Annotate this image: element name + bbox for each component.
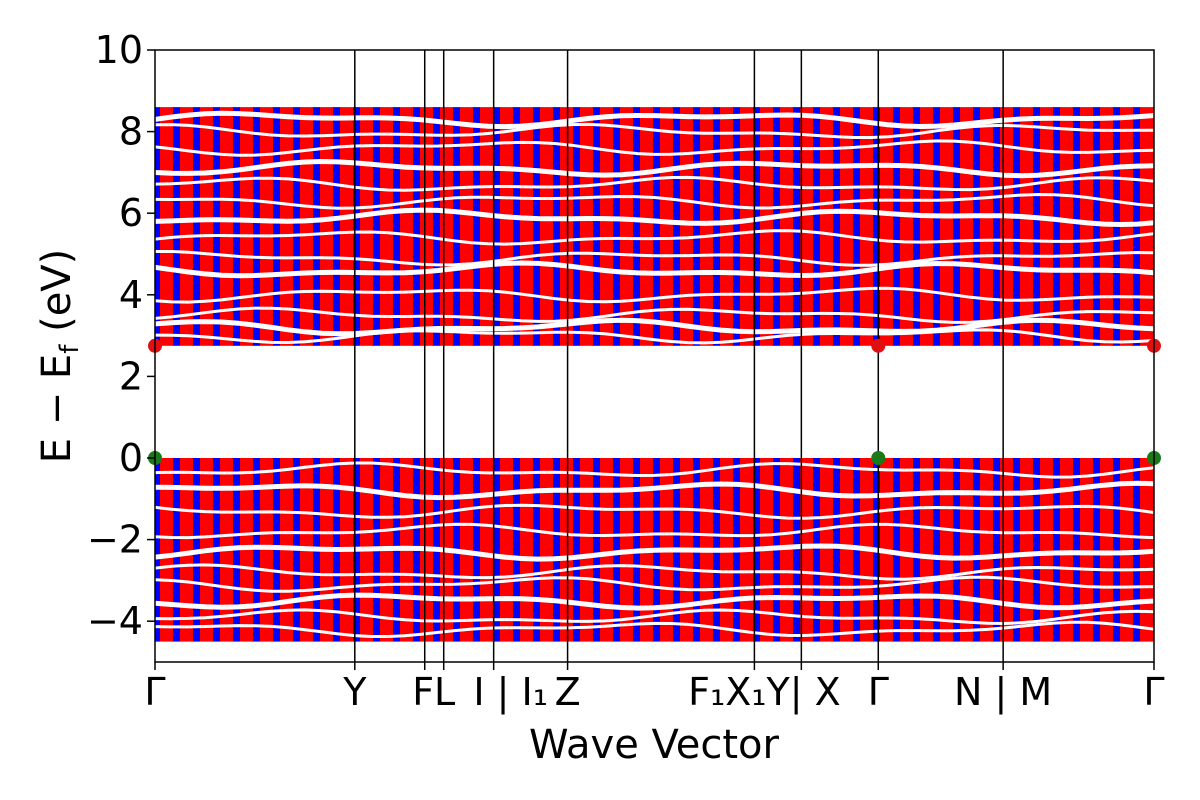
band-gap-line <box>155 122 1154 139</box>
x-axis: Γ Y FL I | I₁ Z F₁X₁Y| X Γ N | M Γ <box>144 662 1165 715</box>
x-tick-label: N | M <box>954 670 1052 715</box>
x-axis-label: Wave Vector <box>529 722 780 768</box>
y-tick-label: 6 <box>119 191 143 235</box>
band-gap-line <box>155 522 1154 540</box>
band-gap-line <box>155 250 1154 267</box>
band-gap-line <box>155 592 1154 611</box>
y-axis-label: E − Ef (eV) <box>34 249 85 464</box>
band-gap-line <box>155 317 1154 337</box>
band-gap-line <box>155 461 1154 479</box>
conduction-band-manifold <box>155 107 1154 346</box>
y-axis-label-subscript: f <box>55 344 85 354</box>
x-tick-label: Γ <box>1143 670 1164 714</box>
y-tick-label: 4 <box>119 273 143 317</box>
band-gaps-layer <box>155 110 1154 638</box>
y-axis-label-unit: (eV) <box>34 249 80 345</box>
x-tick-label: Γ <box>144 670 165 714</box>
band-gap-line <box>155 543 1154 562</box>
band-gap-line <box>155 328 1154 345</box>
band-gap-line <box>155 139 1154 157</box>
vbm-marker <box>871 451 886 465</box>
x-tick-label: Z <box>555 670 581 714</box>
band-gap-line <box>155 175 1154 192</box>
x-tick-label: Γ <box>868 670 889 714</box>
band-gap-line <box>155 306 1154 324</box>
y-tick-label: −2 <box>87 518 143 562</box>
band-gap-line <box>155 229 1154 246</box>
x-tick-label: FL <box>412 670 455 714</box>
band-gap-line <box>155 110 1154 130</box>
band-gap-line <box>155 207 1154 228</box>
band-gap-line <box>155 620 1154 638</box>
x-tick-label: F₁X₁Y| X <box>688 670 840 715</box>
plot-frame <box>154 49 1155 663</box>
y-tick-label: 2 <box>119 354 143 398</box>
high-symmetry-lines <box>354 50 1004 662</box>
x-tick-label: Y <box>342 670 367 714</box>
band-gap-line <box>155 192 1154 210</box>
y-tick-label: 10 <box>95 28 143 72</box>
band-gap-line <box>155 480 1154 501</box>
band-gap-line <box>155 563 1154 581</box>
y-axis-label-main: E − E <box>34 354 80 464</box>
band-gap-line <box>155 575 1154 593</box>
band-gap-line <box>155 260 1154 279</box>
band-gap-line <box>155 608 1154 626</box>
band-gap-line <box>155 503 1154 520</box>
y-axis: −4 −2 0 2 4 6 8 10 <box>87 28 155 643</box>
band-gap-line <box>155 158 1154 179</box>
y-tick-label: 8 <box>119 110 143 154</box>
y-tick-label: 0 <box>119 436 143 480</box>
x-tick-label: I | I₁ <box>473 670 548 715</box>
cbm-marker <box>871 338 886 353</box>
band-edge-markers <box>148 338 1161 465</box>
y-tick-label: −4 <box>87 599 143 643</box>
band-gap-line <box>155 286 1154 304</box>
